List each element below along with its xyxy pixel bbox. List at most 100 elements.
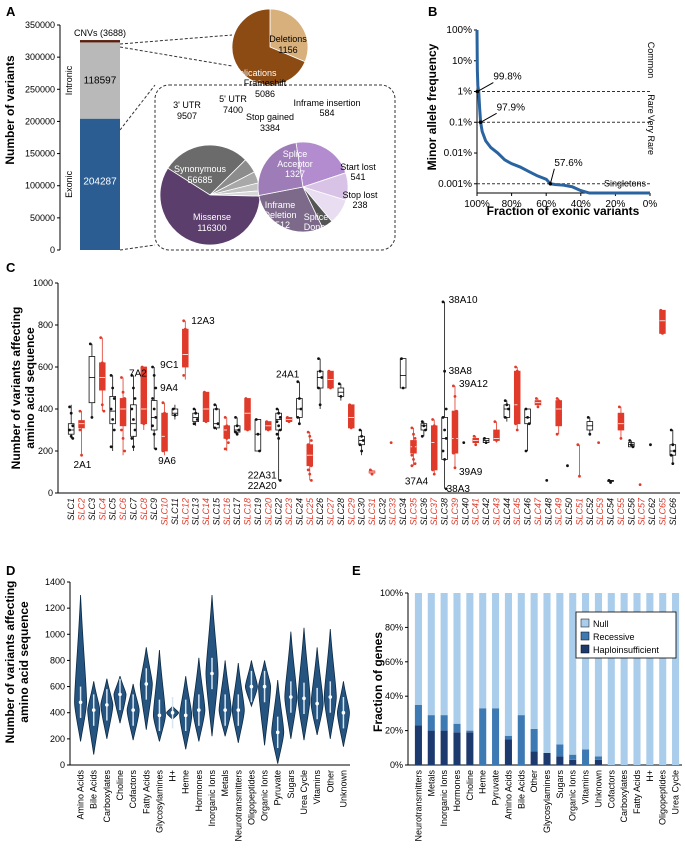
c-xtick-label: SLC16 xyxy=(222,498,232,526)
c-xtick-label: SLC66 xyxy=(668,498,678,526)
d-median xyxy=(262,684,267,689)
c-point xyxy=(413,449,417,453)
d-xtick-label: Amino Acids xyxy=(76,770,86,820)
c-point xyxy=(629,443,633,447)
e-bar-segment xyxy=(414,593,422,705)
c-point xyxy=(503,399,507,402)
d-median xyxy=(302,696,306,701)
e-bar-segment xyxy=(594,759,602,765)
c-point xyxy=(278,416,282,419)
c-point xyxy=(443,369,447,373)
b-annotation-arrow xyxy=(480,112,497,123)
d-ytick-label: 200 xyxy=(50,734,65,744)
d-median xyxy=(170,710,175,715)
c-point xyxy=(507,407,510,411)
d-median xyxy=(223,708,227,712)
e-xtick-label: Cofactors xyxy=(606,770,616,809)
d-xtick-label: Heme xyxy=(181,770,191,794)
d-xtick-label: Cofactors xyxy=(128,770,138,809)
small-pie-label: Start lost xyxy=(340,162,376,172)
e-bar-segment xyxy=(530,593,538,729)
panel-d-plot: 0 200 400 600 800 1000 1200 1400 Amino Acids Bile… xyxy=(45,577,350,842)
small-pie-label: Inframe insertion xyxy=(293,98,360,108)
e-bar-segment xyxy=(530,728,538,752)
d-median xyxy=(105,703,109,707)
c-point xyxy=(194,411,198,415)
e-bar-segment xyxy=(659,593,667,765)
e-xtick-label: Unknown xyxy=(593,770,603,808)
e-bar-segment xyxy=(479,593,487,709)
c-point xyxy=(673,449,676,453)
a-connector xyxy=(119,84,156,131)
d-xtick-label: Sugars xyxy=(286,770,296,799)
b-xtick-label: 20% xyxy=(605,199,625,210)
panel-b: B Minor allele frequency Fraction of exo… xyxy=(425,4,657,218)
e-xtick-label: Carboxylates xyxy=(619,770,629,823)
c-box xyxy=(430,425,438,471)
c-point xyxy=(526,416,529,419)
c-point xyxy=(514,365,518,369)
c-point xyxy=(410,441,414,444)
e-bar-segment xyxy=(492,593,500,709)
c-annotation-label: 9A4 xyxy=(160,383,178,394)
c-xtick-label: SLC31 xyxy=(367,498,377,526)
c-xtick-label: SLC8 xyxy=(139,498,149,521)
c-point xyxy=(246,428,249,432)
c-point xyxy=(278,479,282,482)
e-legend-label: Recessive xyxy=(593,632,635,642)
b-ytick-label: 100% xyxy=(446,25,472,36)
c-xtick-label: SLC46 xyxy=(523,498,533,526)
c-xtick-label: SLC49 xyxy=(554,498,564,526)
cnv-pie-label: Deletions xyxy=(269,34,307,44)
e-bar-segment xyxy=(556,744,564,757)
c-point xyxy=(265,420,269,423)
c-point xyxy=(369,468,372,472)
c-annotation-label: 22A31 xyxy=(248,470,277,481)
small-pie-slice xyxy=(258,186,323,233)
d-median xyxy=(144,682,149,686)
e-legend-swatch xyxy=(580,644,590,654)
c-point xyxy=(223,416,227,419)
b-annotation-arrow xyxy=(477,82,494,92)
c-point xyxy=(505,403,509,407)
c-point xyxy=(154,447,158,451)
c-ytick-label: 800 xyxy=(38,320,53,330)
small-pie-value: 584 xyxy=(319,108,334,118)
c-point xyxy=(161,449,165,453)
c-ytick-label: 200 xyxy=(38,446,53,456)
c-xtick-label: SLC25 xyxy=(305,497,315,526)
c-point xyxy=(278,428,282,432)
exonic-pie-label: 3' UTR xyxy=(173,100,201,110)
c-box xyxy=(513,370,521,425)
d-ytick-label: 400 xyxy=(50,708,65,718)
c-box xyxy=(503,404,511,418)
d-ytick-label: 800 xyxy=(50,655,65,665)
c-point xyxy=(339,395,343,398)
cnv-pie-slice xyxy=(231,8,306,86)
c-annotation-label: 38A10 xyxy=(449,295,478,306)
b-xtick-label: 40% xyxy=(571,199,591,210)
c-point xyxy=(287,420,291,423)
c-point xyxy=(121,411,125,415)
c-xtick-label: SLC7 xyxy=(128,497,138,521)
c-xtick-label: SLC62 xyxy=(647,498,657,526)
d-median xyxy=(275,730,280,735)
c-point xyxy=(204,420,208,423)
c-point xyxy=(441,300,445,304)
d-xtick-label: Oligopeptides xyxy=(246,770,256,826)
c-point xyxy=(132,418,135,421)
e-bar-segment xyxy=(504,593,512,736)
e-bar-segment xyxy=(504,735,512,740)
c-point xyxy=(102,409,106,413)
c-point xyxy=(69,411,73,415)
c-point xyxy=(130,437,134,440)
small-pie-value: 541 xyxy=(350,172,365,182)
c-xtick-label: SLC50 xyxy=(564,498,574,526)
c-xtick-label: SLC47 xyxy=(533,497,543,526)
c-point xyxy=(534,397,538,400)
c-point xyxy=(358,428,362,432)
b-annotation-label: 57.6% xyxy=(554,158,582,169)
b-xtick-label: 100% xyxy=(464,199,490,210)
b-category-label: Rare xyxy=(646,94,656,114)
a-ytick-label: 300000 xyxy=(25,52,55,62)
